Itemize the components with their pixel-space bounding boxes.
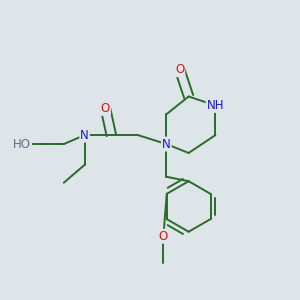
Text: O: O [175, 63, 184, 76]
Text: O: O [101, 102, 110, 115]
Text: N: N [80, 129, 89, 142]
Text: O: O [159, 230, 168, 243]
Text: NH: NH [207, 99, 224, 112]
Text: HO: HO [13, 138, 31, 151]
Text: N: N [162, 138, 171, 151]
